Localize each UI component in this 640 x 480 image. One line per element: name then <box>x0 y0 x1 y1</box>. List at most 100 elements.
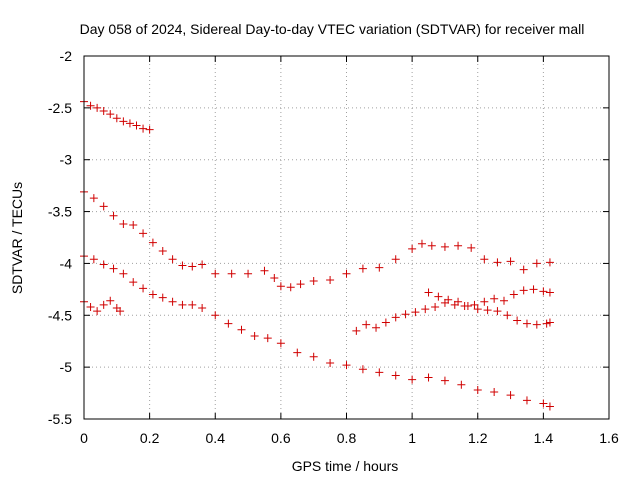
data-point <box>372 323 381 332</box>
data-point <box>490 388 499 397</box>
data-point <box>139 124 148 133</box>
data-point <box>158 246 167 255</box>
data-point <box>545 402 554 411</box>
data-point <box>211 311 220 320</box>
data-point <box>545 318 554 327</box>
data-point <box>286 283 295 292</box>
data-point <box>250 332 259 341</box>
data-point <box>493 258 502 267</box>
data-point <box>119 269 128 278</box>
data-point <box>493 307 502 316</box>
data-point <box>227 269 236 278</box>
data-point <box>431 302 440 311</box>
y-tick-label: -4.5 <box>48 307 72 323</box>
data-point <box>276 282 285 291</box>
data-point <box>93 103 102 112</box>
data-point <box>529 285 538 294</box>
data-point <box>532 259 541 268</box>
data-point <box>424 373 433 382</box>
data-point <box>148 238 157 247</box>
data-point <box>129 278 138 287</box>
data-point <box>178 261 187 270</box>
y-tick-labels: -5.5 -5 -4.5 -4 -3.5 -3 -2.5 -2 <box>48 48 72 427</box>
data-point <box>542 319 551 328</box>
data-point <box>139 229 148 238</box>
data-point <box>463 301 472 310</box>
x-tick-label: 0 <box>80 430 88 446</box>
data-point <box>188 262 197 271</box>
data-point <box>109 211 118 220</box>
data-point <box>457 380 466 389</box>
y-tick-label: -5 <box>60 359 73 375</box>
data-point <box>440 376 449 385</box>
data-point <box>519 286 528 295</box>
data-point <box>490 294 499 303</box>
data-point <box>145 125 154 134</box>
data-point <box>470 300 479 309</box>
data-point <box>424 288 433 297</box>
data-point <box>454 297 463 306</box>
data-point <box>401 310 410 319</box>
data-point <box>168 255 177 264</box>
data-point <box>509 290 518 299</box>
y-tick-label: -2 <box>60 48 73 64</box>
data-point <box>454 241 463 250</box>
y-tick-label: -3.5 <box>48 204 72 220</box>
data-point <box>260 266 269 275</box>
data-point <box>375 368 384 377</box>
data-point <box>408 375 417 384</box>
x-axis-label: GPS time / hours <box>292 458 399 474</box>
data-point <box>139 284 148 293</box>
data-point <box>545 258 554 267</box>
data-point <box>270 273 279 282</box>
data-point <box>326 276 335 285</box>
x-tick-label: 0.6 <box>271 430 291 446</box>
data-point <box>483 306 492 315</box>
data-point <box>506 391 515 400</box>
series-arc-1 <box>80 97 154 134</box>
series-arc-4 <box>80 296 125 316</box>
data-point <box>480 255 489 264</box>
data-point <box>391 255 400 264</box>
data-point <box>119 117 128 126</box>
chart-title: Day 058 of 2024, Sidereal Day-to-day VTE… <box>80 21 585 37</box>
tick-layer <box>83 55 610 420</box>
data-point <box>326 358 335 367</box>
data-point <box>440 242 449 251</box>
data-point <box>539 287 548 296</box>
x-tick-label: 1.2 <box>468 430 488 446</box>
grid-layer <box>84 56 609 419</box>
data-point <box>198 304 207 313</box>
data-point <box>296 280 305 289</box>
data-point <box>89 255 98 264</box>
data-point <box>168 297 177 306</box>
data-point <box>106 110 115 119</box>
data-point <box>417 239 426 248</box>
series-arc-2 <box>80 187 554 292</box>
data-point <box>106 296 115 305</box>
data-point <box>125 119 134 128</box>
y-tick-label: -4 <box>60 255 73 271</box>
data-point <box>522 396 531 405</box>
data-point <box>86 302 95 311</box>
data-point <box>342 361 351 370</box>
data-point <box>99 260 108 269</box>
data-point <box>198 260 207 269</box>
data-point <box>224 319 233 328</box>
data-point <box>119 220 128 229</box>
data-point <box>129 221 138 230</box>
data-point <box>358 365 367 374</box>
data-point <box>276 339 285 348</box>
data-point <box>362 320 371 329</box>
data-point <box>93 307 102 316</box>
data-point <box>178 300 187 309</box>
data-point <box>522 319 531 328</box>
data-point <box>532 320 541 329</box>
y-axis-label: SDTVAR / TECUs <box>9 182 25 294</box>
data-point <box>116 307 125 316</box>
x-tick-label: 1.4 <box>534 430 554 446</box>
data-point <box>391 313 400 322</box>
data-point <box>99 106 108 115</box>
data-point <box>86 101 95 110</box>
